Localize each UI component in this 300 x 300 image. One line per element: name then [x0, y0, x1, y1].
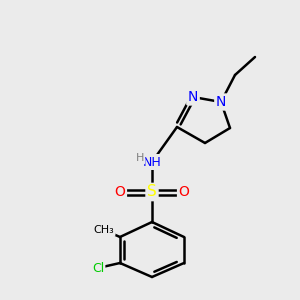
Text: S: S: [147, 184, 157, 200]
Text: NH: NH: [142, 155, 161, 169]
Text: CH₃: CH₃: [94, 225, 114, 235]
Text: O: O: [115, 185, 125, 199]
Text: Cl: Cl: [92, 262, 104, 275]
Text: N: N: [216, 95, 226, 109]
Text: O: O: [178, 185, 189, 199]
Text: H: H: [136, 153, 144, 163]
Text: N: N: [188, 90, 198, 104]
